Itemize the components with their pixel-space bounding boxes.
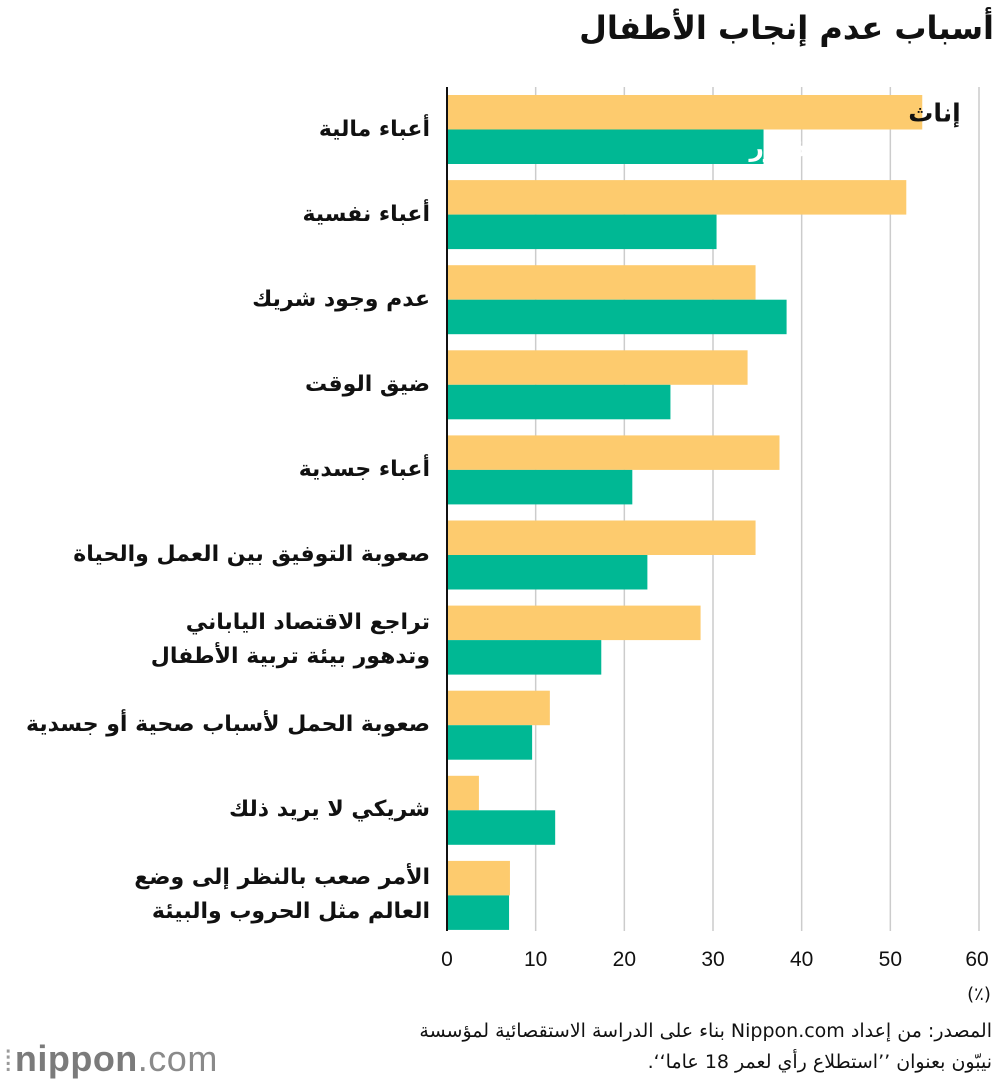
bar-female-9 bbox=[447, 860, 510, 896]
logo-dots-icon: ⁞ bbox=[4, 1045, 13, 1078]
category-label-line: صعوبة الحمل لأسباب صحية أو جسدية bbox=[26, 712, 430, 738]
nippon-logo: ⁞nippon.com bbox=[4, 1038, 218, 1080]
bar-female-2 bbox=[447, 265, 756, 300]
category-label-line: الأمر صعب بالنظر إلى وضع bbox=[134, 865, 430, 891]
category-label-1: أعباء نفسية bbox=[0, 198, 430, 232]
source-line-2: نيبّون بعنوان ’’استطلاع رأي لعمر 18 عاما… bbox=[647, 1051, 992, 1073]
x-tick-label-60: 60 bbox=[965, 948, 988, 971]
category-label-line: أعباء نفسية bbox=[302, 201, 430, 227]
bar-male-4 bbox=[447, 469, 633, 505]
x-tick-label-20: 20 bbox=[613, 948, 636, 971]
bar-female-3 bbox=[447, 350, 748, 385]
category-label-8: شريكي لا يريد ذلك bbox=[0, 793, 430, 827]
bar-male-2 bbox=[447, 299, 787, 335]
chart-title: أسباب عدم إنجاب الأطفال bbox=[579, 9, 994, 47]
category-label-2: عدم وجود شريك bbox=[0, 283, 430, 317]
bar-female-1 bbox=[447, 180, 907, 215]
bar-female-7 bbox=[447, 690, 550, 726]
category-label-9: الأمر صعب بالنظر إلى وضع العالم مثل الحرو… bbox=[0, 861, 430, 929]
x-tick-label-50: 50 bbox=[879, 948, 902, 971]
x-unit-label: (٪) bbox=[967, 984, 991, 1005]
bar-male-8 bbox=[447, 810, 556, 845]
category-label-7: صعوبة الحمل لأسباب صحية أو جسدية bbox=[0, 708, 430, 742]
x-tick-label-30: 30 bbox=[701, 948, 724, 971]
category-label-4: أعباء جسدية bbox=[0, 453, 430, 487]
category-label-line: ضيق الوقت bbox=[304, 371, 430, 397]
legend-label-male: ذكور bbox=[748, 133, 808, 163]
bar-male-9 bbox=[447, 895, 510, 930]
category-label-3: ضيق الوقت bbox=[0, 368, 430, 402]
legend-label-female: إناث bbox=[908, 98, 960, 127]
category-label-5: صعوبة التوفيق بين العمل والحياة bbox=[0, 538, 430, 572]
category-label-0: أعباء مالية bbox=[0, 113, 430, 147]
x-tick-label-40: 40 bbox=[790, 948, 813, 971]
bar-male-1 bbox=[447, 214, 717, 250]
category-label-line: العالم مثل الحروب والبيئة bbox=[151, 899, 430, 925]
bar-male-3 bbox=[447, 384, 671, 420]
bar-male-6 bbox=[447, 640, 602, 675]
category-label-line: تراجع الاقتصاد الياباني bbox=[185, 610, 430, 636]
source-note: المصدر: من إعداد Nippon.com بناء على الد… bbox=[232, 1016, 992, 1078]
bar-female-8 bbox=[447, 775, 479, 811]
bar-female-4 bbox=[447, 435, 780, 470]
category-label-line: وتدهور بيئة تربية الأطفال bbox=[150, 644, 430, 670]
source-line-1: المصدر: من إعداد Nippon.com بناء على الد… bbox=[419, 1020, 992, 1042]
logo-text-light: .com bbox=[137, 1038, 218, 1079]
category-label-line: صعوبة التوفيق بين العمل والحياة bbox=[73, 542, 430, 567]
category-label-6: تراجع الاقتصاد الياباني وتدهور بيئة تربية… bbox=[0, 606, 430, 674]
bar-female-5 bbox=[447, 520, 756, 555]
category-label-line: شريكي لا يريد ذلك bbox=[229, 797, 430, 823]
bar-male-0 bbox=[447, 129, 764, 164]
x-tick-label-0: 0 bbox=[441, 948, 453, 971]
bar-male-7 bbox=[447, 725, 533, 760]
category-label-line: أعباء مالية bbox=[318, 116, 430, 142]
bar-female-0 bbox=[447, 95, 923, 130]
chart: إناث ذكور 0 10 20 30 40 50 60 (٪) bbox=[441, 87, 991, 1005]
bar-male-5 bbox=[447, 555, 648, 590]
category-label-line: عدم وجود شريك bbox=[252, 286, 430, 312]
logo-text-bold: nippon bbox=[14, 1038, 138, 1079]
x-tick-label-10: 10 bbox=[524, 948, 547, 971]
bar-female-6 bbox=[447, 605, 701, 641]
category-label-line: أعباء جسدية bbox=[298, 456, 430, 482]
